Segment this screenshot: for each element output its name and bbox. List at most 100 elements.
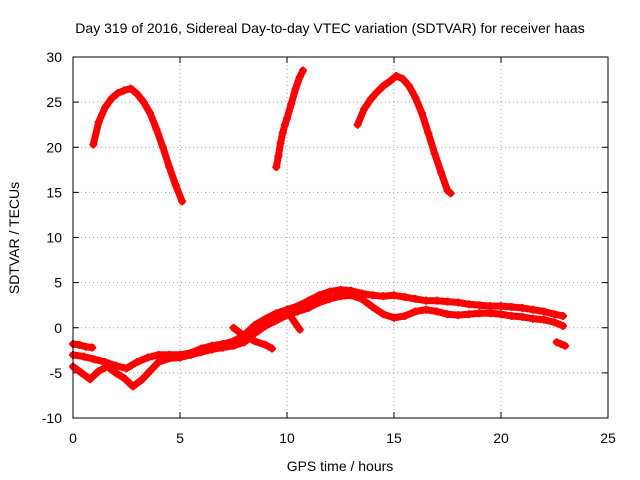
- data-point: [368, 291, 377, 300]
- data-point: [107, 94, 116, 103]
- data-point: [272, 316, 281, 325]
- data-point: [176, 353, 184, 362]
- data-point: [559, 312, 568, 321]
- data-point: [295, 325, 304, 334]
- data-point: [165, 354, 174, 363]
- data-point: [372, 88, 381, 97]
- data-point: [529, 314, 538, 323]
- data-point: [385, 77, 394, 86]
- data-point: [550, 318, 559, 327]
- data-point: [88, 343, 97, 352]
- data-point: [411, 307, 420, 316]
- data-point: [261, 314, 270, 323]
- data-point: [529, 305, 538, 314]
- data-point: [111, 361, 120, 370]
- data-point: [158, 143, 167, 152]
- data-point: [518, 312, 527, 321]
- data-point: [171, 181, 180, 190]
- data-point: [208, 345, 217, 354]
- data-point: [90, 355, 99, 364]
- data-point: [475, 301, 484, 310]
- data-point: [446, 189, 455, 198]
- data-point: [261, 321, 270, 330]
- x-tick-label: 20: [493, 430, 509, 446]
- data-point: [272, 309, 281, 318]
- data-point: [561, 341, 570, 350]
- data-point: [283, 114, 291, 123]
- data-point: [357, 294, 366, 303]
- data-point: [347, 291, 356, 300]
- data-point: [475, 309, 484, 318]
- data-point: [390, 291, 398, 300]
- series-trace: [354, 72, 455, 197]
- data-point: [126, 84, 135, 93]
- data-point: [276, 138, 285, 147]
- data-point: [94, 117, 103, 126]
- data-point: [552, 338, 561, 347]
- plot-frame: [72, 56, 609, 419]
- data-point: [133, 358, 142, 367]
- data-point: [422, 296, 431, 305]
- data-point: [336, 292, 345, 301]
- plot-area: [69, 66, 570, 391]
- data-point: [299, 66, 308, 75]
- y-axis-label: SDTVAR / TECUs: [6, 182, 22, 294]
- data-point: [454, 311, 463, 320]
- y-tick-label: 5: [54, 275, 62, 291]
- data-point: [272, 163, 281, 172]
- data-point: [507, 302, 516, 311]
- data-point: [101, 103, 110, 112]
- data-point: [289, 316, 298, 325]
- data-point: [240, 331, 249, 340]
- data-point: [139, 98, 148, 107]
- data-point: [304, 296, 313, 305]
- data-point: [430, 149, 439, 158]
- tick-labels: 0 5 10 15 20 25 -10 -5 0 5 10 15 20 25 30: [42, 49, 616, 446]
- data-point: [250, 321, 259, 330]
- data-point: [443, 297, 452, 306]
- data-point: [353, 120, 362, 129]
- chart-title: Day 319 of 2016, Sidereal Day-to-day VTE…: [75, 20, 584, 36]
- y-tick-label: 25: [46, 94, 62, 110]
- data-point: [518, 303, 527, 312]
- data-point: [464, 310, 473, 319]
- data-point: [295, 72, 304, 81]
- data-point: [411, 93, 420, 102]
- data-point: [75, 340, 84, 349]
- data-point: [550, 310, 559, 319]
- data-point: [250, 337, 259, 346]
- x-tick-label: 10: [279, 430, 295, 446]
- data-point: [379, 310, 388, 319]
- data-point: [165, 163, 174, 172]
- data-point: [111, 368, 120, 377]
- data-point: [325, 294, 334, 303]
- data-point: [454, 298, 463, 307]
- data-point: [79, 352, 88, 361]
- data-point: [437, 168, 446, 177]
- data-point: [113, 89, 122, 98]
- series-low-d: [552, 338, 570, 350]
- data-point: [366, 95, 375, 104]
- data-point: [556, 339, 565, 348]
- data-point: [122, 364, 131, 373]
- y-tick-label: -10: [42, 410, 62, 426]
- data-point: [400, 312, 409, 321]
- data-point: [360, 105, 369, 114]
- data-point: [432, 307, 441, 316]
- data-point: [379, 81, 388, 90]
- y-tick-label: 10: [46, 230, 62, 246]
- data-point: [137, 376, 146, 385]
- data-point: [443, 310, 452, 319]
- data-point: [250, 329, 259, 338]
- data-point: [287, 99, 296, 108]
- data-point: [486, 309, 495, 318]
- x-axis-label: GPS time / hours: [287, 458, 394, 474]
- data-point: [186, 350, 195, 359]
- data-point: [368, 302, 377, 311]
- data-point: [486, 302, 495, 311]
- series-trace: [272, 67, 307, 171]
- data-point: [154, 358, 163, 367]
- y-tick-label: 0: [54, 320, 62, 336]
- data-point: [154, 350, 163, 359]
